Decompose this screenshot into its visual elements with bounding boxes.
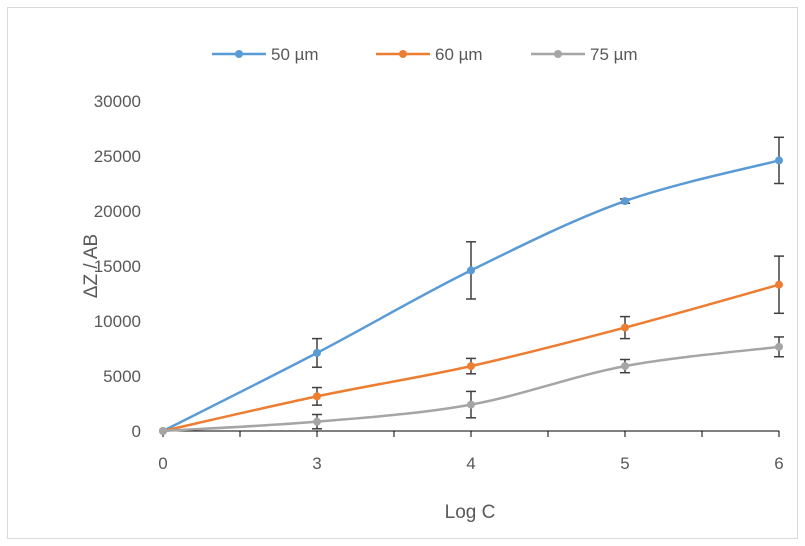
legend-item: 50 µm: [212, 45, 319, 64]
y-tick-label: 25000: [94, 147, 141, 166]
data-point: [159, 427, 167, 435]
series-points: [159, 156, 783, 435]
x-tick-label: 6: [774, 454, 783, 473]
legend-marker: [399, 50, 407, 58]
axes: [162, 430, 780, 437]
data-point: [467, 362, 475, 371]
data-point: [621, 323, 629, 332]
y-tick-label: 20000: [94, 202, 141, 221]
legend-marker: [554, 50, 562, 58]
legend: 50 µm 60 µm 75 µm: [212, 45, 638, 64]
chart-frame: [7, 7, 798, 539]
y-tick-labels: 0 5000 10000 15000 20000 25000 30000: [94, 92, 141, 441]
y-tick-label: 10000: [94, 312, 141, 331]
legend-label: 75 µm: [590, 45, 638, 64]
y-axis-label: ΔZ / AB: [81, 234, 102, 298]
legend-label: 60 µm: [435, 45, 483, 64]
data-point: [313, 348, 321, 357]
data-point: [775, 280, 783, 289]
data-point: [775, 156, 783, 165]
x-tick-label: 3: [312, 454, 321, 473]
data-point: [467, 400, 475, 409]
data-point: [775, 342, 783, 351]
error-bars: [312, 136, 784, 430]
x-tick-label: 4: [466, 454, 475, 473]
legend-item: 60 µm: [376, 45, 483, 64]
data-point: [313, 392, 321, 401]
y-tick-label: 30000: [94, 92, 141, 111]
y-tick-label: 5000: [103, 367, 141, 386]
legend-item: 75 µm: [531, 45, 638, 64]
x-tick-labels: 0 3 4 5 6: [158, 454, 783, 473]
data-point: [313, 417, 321, 426]
data-point: [621, 197, 629, 206]
legend-marker: [235, 50, 243, 58]
y-tick-label: 0: [132, 422, 141, 441]
y-tick-label: 15000: [94, 257, 141, 276]
x-tick-label: 5: [620, 454, 629, 473]
data-point: [467, 266, 475, 275]
x-tick-label: 0: [158, 454, 167, 473]
data-point: [621, 362, 629, 371]
legend-label: 50 µm: [271, 45, 319, 64]
x-axis-label: Log C: [445, 502, 496, 523]
